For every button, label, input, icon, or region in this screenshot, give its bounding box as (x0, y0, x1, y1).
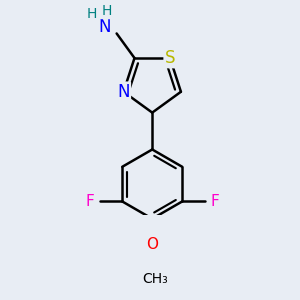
Text: F: F (210, 194, 219, 209)
Text: N: N (98, 18, 111, 36)
Text: O: O (146, 237, 158, 252)
Text: F: F (85, 194, 94, 209)
Text: S: S (165, 49, 175, 67)
Text: N: N (117, 83, 130, 101)
Text: H: H (101, 4, 112, 18)
Text: CH₃: CH₃ (143, 272, 169, 286)
Text: H: H (87, 8, 97, 22)
